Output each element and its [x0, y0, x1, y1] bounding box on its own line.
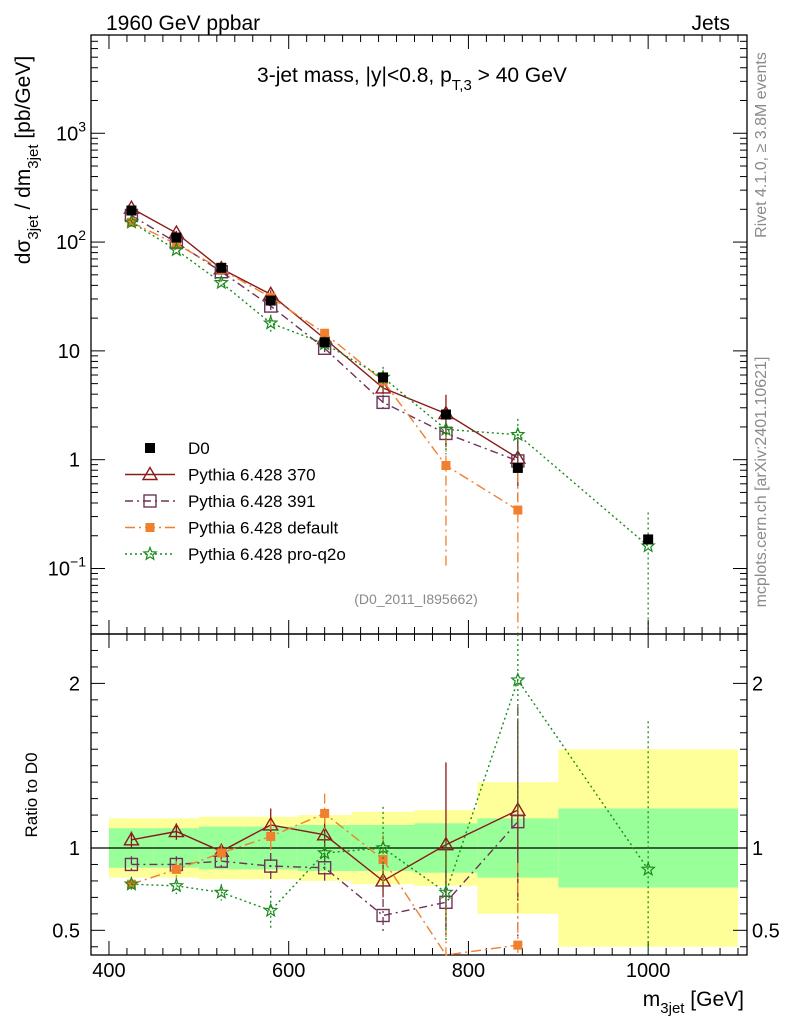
legend-label: Pythia 6.428 pro-q2o — [188, 545, 346, 564]
data-point-d0 — [216, 262, 227, 273]
ratio-point-pythia-6-428-pro-q2o — [510, 671, 526, 687]
x-axis-label: m3jet [GeV] — [643, 988, 744, 1017]
legend-marker — [143, 494, 157, 508]
legend-label: Pythia 6.428 370 — [188, 466, 316, 485]
data-point-d0 — [265, 295, 276, 306]
ratio-tick-label-right: 0.5 — [752, 920, 780, 942]
ratio-frame — [90, 633, 748, 956]
ratio-tick-label-right: 2 — [752, 673, 763, 695]
legend-label: D0 — [188, 439, 210, 458]
ratio-tick-label-right: 1 — [752, 838, 763, 860]
ratio-point-pythia-6-428-pro-q2o — [262, 902, 279, 918]
legend-label: Pythia 6.428 391 — [188, 492, 316, 511]
ratio-point-pythia-6-428-default — [216, 848, 226, 858]
ratio-tick-label-left: 2 — [69, 673, 80, 695]
ratio-point-pythia-6-428-370 — [123, 831, 140, 846]
data-point-d0 — [126, 205, 137, 216]
ratio-point-pythia-6-428-default — [266, 831, 276, 841]
point-pythia-6-428-pro-q2o — [510, 426, 526, 442]
header-left-label: 1960 GeV ppbar — [106, 12, 260, 35]
ratio-line-pythia-6-428-370 — [131, 809, 519, 882]
chart-title: 3-jet mass, |y|<0.8, pT,3 > 40 GeV — [257, 64, 567, 94]
ratio-point-pythia-6-428-default — [171, 864, 181, 874]
legend-marker — [141, 466, 159, 481]
ratio-point-pythia-6-428-pro-q2o — [640, 861, 656, 877]
ratio-point-pythia-6-428-pro-q2o — [213, 884, 230, 900]
y-tick-label: 102 — [56, 227, 86, 254]
ratio-point-pythia-6-428-default — [320, 808, 330, 818]
legend-label: Pythia 6.428 default — [188, 519, 339, 538]
legend-marker — [142, 545, 158, 561]
point-pythia-6-428-pro-q2o — [213, 274, 230, 290]
ratio-point-pythia-6-428-pro-q2o — [316, 844, 333, 860]
point-pythia-6-428-default — [513, 505, 523, 515]
x-tick-label: 1000 — [626, 960, 671, 982]
ratio-point-pythia-6-428-pro-q2o — [438, 884, 454, 900]
point-pythia-6-428-pro-q2o — [168, 241, 185, 257]
ratio-point-pythia-6-428-391 — [317, 861, 332, 875]
series-line-pythia-6-428-pro-q2o — [131, 221, 649, 547]
point-pythia-6-428-370 — [374, 379, 392, 394]
series-line-pythia-6-428-370 — [131, 207, 519, 459]
y-tick-label: 103 — [56, 118, 86, 145]
ratio-point-pythia-6-428-370 — [374, 872, 392, 887]
data-point-d0 — [512, 462, 523, 473]
point-pythia-6-428-pro-q2o — [123, 214, 140, 229]
x-tick-label: 400 — [92, 960, 125, 982]
ratio-point-pythia-6-428-391 — [511, 814, 525, 829]
ratio-point-pythia-6-428-pro-q2o — [123, 876, 140, 891]
data-point-d0 — [643, 534, 654, 545]
ratio-line-pythia-6-428-391 — [131, 821, 519, 917]
ratio-line-pythia-6-428-pro-q2o — [131, 678, 649, 912]
data-point-d0 — [171, 232, 182, 243]
header-right-label: Jets — [691, 12, 730, 35]
point-pythia-6-428-pro-q2o — [438, 421, 454, 437]
ratio-panel: 400 600 800 1000 0.5 0.5 1 1 2 2 — [52, 35, 780, 982]
point-pythia-6-428-391 — [376, 395, 390, 410]
main-panel: 10−1 1 10 102 103 — [48, 34, 748, 955]
point-pythia-6-428-pro-q2o — [262, 315, 279, 330]
y-axis-label: dσ3jet / dm3jet [pb/GeV] — [12, 56, 42, 264]
data-point-d0 — [319, 337, 330, 348]
series-line-pythia-6-428-default — [131, 221, 519, 511]
mcplots-credit-label: mcplots.cern.ch [arXiv:2401.10621] — [753, 357, 770, 608]
ratio-point-pythia-6-428-370 — [168, 823, 185, 838]
x-tick-label: 800 — [452, 960, 485, 982]
ratio-tick-label-left: 0.5 — [52, 920, 80, 942]
ratio-point-pythia-6-428-pro-q2o — [375, 839, 391, 855]
y-tick-label: 10 — [58, 341, 80, 363]
y-tick-label: 10−1 — [48, 553, 86, 580]
ratio-axis-label: Ratio to D0 — [22, 752, 41, 837]
ratio-point-pythia-6-428-391 — [376, 908, 390, 923]
rivet-version-label: Rivet 4.1.0, ≥ 3.8M events — [753, 52, 770, 238]
ratio-point-pythia-6-428-391 — [264, 859, 278, 873]
ratio-line-pythia-6-428-default — [131, 812, 518, 956]
legend-marker — [145, 523, 155, 532]
x-tick-label: 600 — [272, 960, 305, 982]
ratio-point-pythia-6-428-default — [513, 940, 523, 950]
ratio-point-pythia-6-428-pro-q2o — [168, 877, 185, 893]
ratio-point-pythia-6-428-391 — [124, 857, 139, 872]
data-point-d0 — [378, 372, 389, 383]
data-point-d0 — [440, 409, 451, 420]
legend: D0 Pythia 6.428 370 Pythia 6.428 391 Pythia… — [125, 439, 346, 564]
ratio-tick-label-left: 1 — [69, 838, 80, 860]
point-pythia-6-428-default — [441, 461, 451, 471]
legend-marker — [145, 443, 155, 453]
analysis-id-label: (D0_2011_I895662) — [354, 591, 478, 607]
y-tick-label: 1 — [69, 450, 80, 472]
